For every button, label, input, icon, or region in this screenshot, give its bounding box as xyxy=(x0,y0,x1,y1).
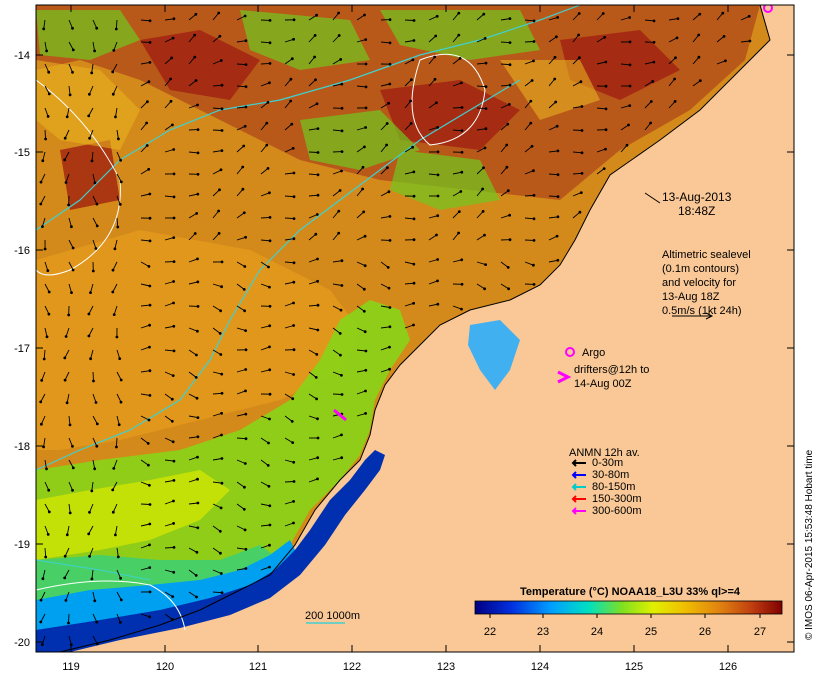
lon-tick-label: 123 xyxy=(437,661,455,673)
drifter-legend-marker xyxy=(557,370,572,384)
svg-text:and velocity for: and velocity for xyxy=(662,277,736,289)
lon-tick-label: 120 xyxy=(156,661,174,673)
isobath-1000m xyxy=(36,5,581,231)
altimetry-note: Altimetric sealevel (0.1m contours) and … xyxy=(662,249,751,317)
velocity-arrows xyxy=(39,11,752,647)
colorbar-tick-label: 25 xyxy=(645,626,657,638)
argo-legend-label: Argo xyxy=(582,347,605,359)
gulf-cool-water xyxy=(468,320,520,390)
anmn-legend-label: 300-600m xyxy=(592,505,642,517)
lat-tick-label: -15 xyxy=(14,147,30,159)
svg-text:Altimetric sealevel: Altimetric sealevel xyxy=(662,249,751,261)
isobath-200m xyxy=(36,79,521,471)
colorbar-tick-label: 26 xyxy=(699,626,711,638)
map-plot-area xyxy=(36,5,794,652)
anmn-legend-label: 30-80m xyxy=(592,469,629,481)
argo-legend-marker xyxy=(565,347,575,357)
latitude-axis: -14 -15 -16 -17 -18 -19 -20 xyxy=(14,50,794,649)
lat-tick-label: -16 xyxy=(14,245,30,257)
colorbar xyxy=(474,600,783,615)
lat-tick-label: -19 xyxy=(14,539,30,551)
colorbar-tick-label: 27 xyxy=(754,626,766,638)
isobath-legend: 200 1000m xyxy=(305,610,360,622)
colorbar-ticks: 22 23 24 25 26 27 xyxy=(484,614,766,638)
svg-text:13-Aug 18Z: 13-Aug 18Z xyxy=(662,291,720,303)
colorbar-tick-label: 23 xyxy=(537,626,549,638)
lon-tick-label: 122 xyxy=(343,661,361,673)
sealevel-contour xyxy=(36,79,121,276)
credit-text: © IMOS 06-Apr-2015 15:53:48 Hobart time xyxy=(804,449,815,640)
longitude-axis: 119 120 121 122 123 124 125 126 xyxy=(62,5,737,673)
anmn-legend-title: ANMN 12h av. xyxy=(569,447,640,459)
lon-tick-label: 125 xyxy=(625,661,643,673)
time-label: 18:48Z xyxy=(678,204,715,218)
lon-tick-label: 121 xyxy=(249,661,267,673)
lat-tick-label: -17 xyxy=(14,343,30,355)
colorbar-tick-label: 22 xyxy=(484,626,496,638)
svg-text:(0.1m contours): (0.1m contours) xyxy=(662,263,739,275)
lat-tick-label: -20 xyxy=(14,637,30,649)
argo-float xyxy=(763,5,773,13)
plot-frame xyxy=(35,4,795,653)
anmn-legend-label: 150-300m xyxy=(592,493,642,505)
lon-tick-label: 124 xyxy=(531,661,549,673)
coastline xyxy=(59,5,771,652)
colorbar-tick-label: 24 xyxy=(591,626,603,638)
drifter-track xyxy=(333,408,347,422)
date-label: 13-Aug-2013 xyxy=(662,190,732,204)
lon-tick-label: 119 xyxy=(62,661,80,673)
sst-green-band xyxy=(36,300,410,640)
drifter-legend-label-2: 14-Aug 00Z xyxy=(574,378,632,390)
anmn-legend-label: 80-150m xyxy=(592,481,635,493)
anmn-legend-label: 0-30m xyxy=(592,457,623,469)
lat-tick-label: -18 xyxy=(14,441,30,453)
lat-tick-label: -14 xyxy=(14,50,30,62)
colorbar-title: Temperature (°C) NOAA18_L3U 33% ql>=4 xyxy=(520,586,741,598)
svg-text:0.5m/s (1kt 24h): 0.5m/s (1kt 24h) xyxy=(662,305,741,317)
lon-tick-label: 126 xyxy=(719,661,737,673)
drifter-legend-label-1: drifters@12h to xyxy=(574,364,649,376)
